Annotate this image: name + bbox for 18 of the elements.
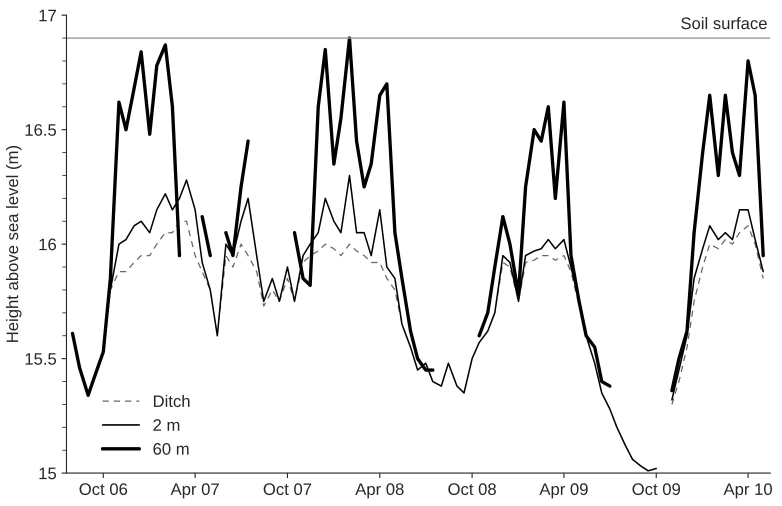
x-tick-label: Apr 07 — [170, 483, 219, 498]
legend-label: Ditch — [154, 394, 190, 408]
x-tick-label: Oct 08 — [448, 483, 496, 496]
y-axis-title: Height above sea level (m) — [6, 146, 22, 342]
x-tick-label: Apr 08 — [355, 483, 404, 498]
x-tick-label: Apr 09 — [539, 483, 588, 498]
ref-line-label: Soil surface — [681, 16, 767, 30]
x-tick-label: Oct 07 — [264, 483, 312, 496]
x-tick-label: Oct 09 — [632, 483, 680, 496]
legend-label: 2 m — [153, 419, 180, 431]
y-tick-label: 16 — [39, 238, 56, 250]
y-tick-label: 17 — [39, 10, 56, 22]
x-tick-label: Apr 10 — [724, 483, 772, 498]
x-tick-label: Oct 06 — [80, 483, 128, 496]
legend-label: 60 m — [153, 443, 189, 455]
y-tick-label: 16.5 — [26, 124, 56, 136]
y-tick-label: 15 — [39, 468, 56, 480]
y-tick-label: 15.5 — [26, 353, 56, 365]
